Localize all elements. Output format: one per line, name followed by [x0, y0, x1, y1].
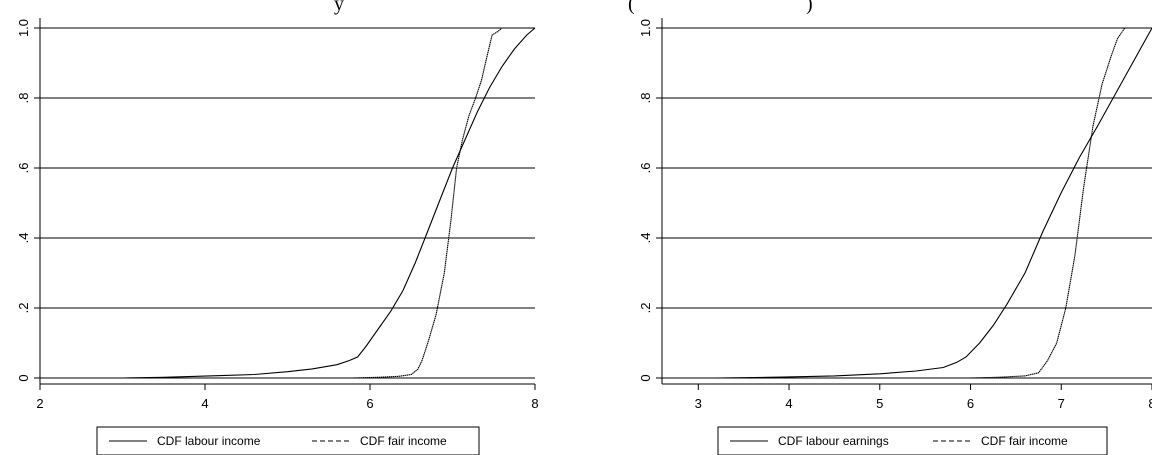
- y-tick-label: 1.0: [16, 19, 31, 37]
- series-line-2: [328, 27, 507, 379]
- top-text-left: y: [334, 0, 344, 15]
- legend-label-1: CDF labour income: [157, 434, 261, 448]
- y-tick-label: .4: [16, 233, 31, 244]
- y-tick-label: .2: [16, 303, 31, 314]
- x-tick-label: 3: [695, 396, 702, 411]
- legend-label-2: CDF fair income: [360, 434, 447, 448]
- x-tick-label: 6: [967, 396, 974, 411]
- chart-panel-1: 0 .2 .4 .6 .8 1.0 2 4 6 8 CDF labour income CDF fai…: [16, 18, 539, 455]
- legend-label-1: CDF labour earnings: [778, 434, 889, 448]
- x-tick-label: 4: [785, 396, 792, 411]
- x-tick-label: 4: [201, 396, 208, 411]
- top-text-right: (: [628, 0, 635, 15]
- y-tick-label: .2: [638, 303, 653, 314]
- y-tick-label: .6: [638, 163, 653, 174]
- x-tick-label: 6: [366, 396, 373, 411]
- x-tick-label: 2: [36, 396, 43, 411]
- x-tick-label: 8: [1148, 396, 1152, 411]
- top-text-right-end: ): [806, 0, 813, 15]
- series-line-1: [666, 27, 1152, 379]
- series-line-2: [934, 27, 1131, 379]
- series-line-1: [77, 27, 536, 379]
- x-tick-label: 5: [876, 396, 883, 411]
- chart-panel-2: 0 .2 .4 .6 .8 1.0 3 4 5 6 7 8 CDF labour earnings CDF…: [638, 18, 1152, 455]
- y-tick-label: 1.0: [638, 19, 653, 37]
- x-tick-label: 7: [1058, 396, 1065, 411]
- x-tick-label: 8: [531, 396, 538, 411]
- y-tick-label: .4: [638, 233, 653, 244]
- legend-box: [96, 426, 480, 455]
- legend-label-2: CDF fair income: [981, 434, 1068, 448]
- y-tick-label: 0: [16, 374, 31, 381]
- y-tick-label: .8: [16, 93, 31, 104]
- y-tick-label: 0: [638, 374, 653, 381]
- legend-box: [717, 426, 1108, 455]
- y-tick-label: .8: [638, 93, 653, 104]
- y-tick-label: .6: [16, 163, 31, 174]
